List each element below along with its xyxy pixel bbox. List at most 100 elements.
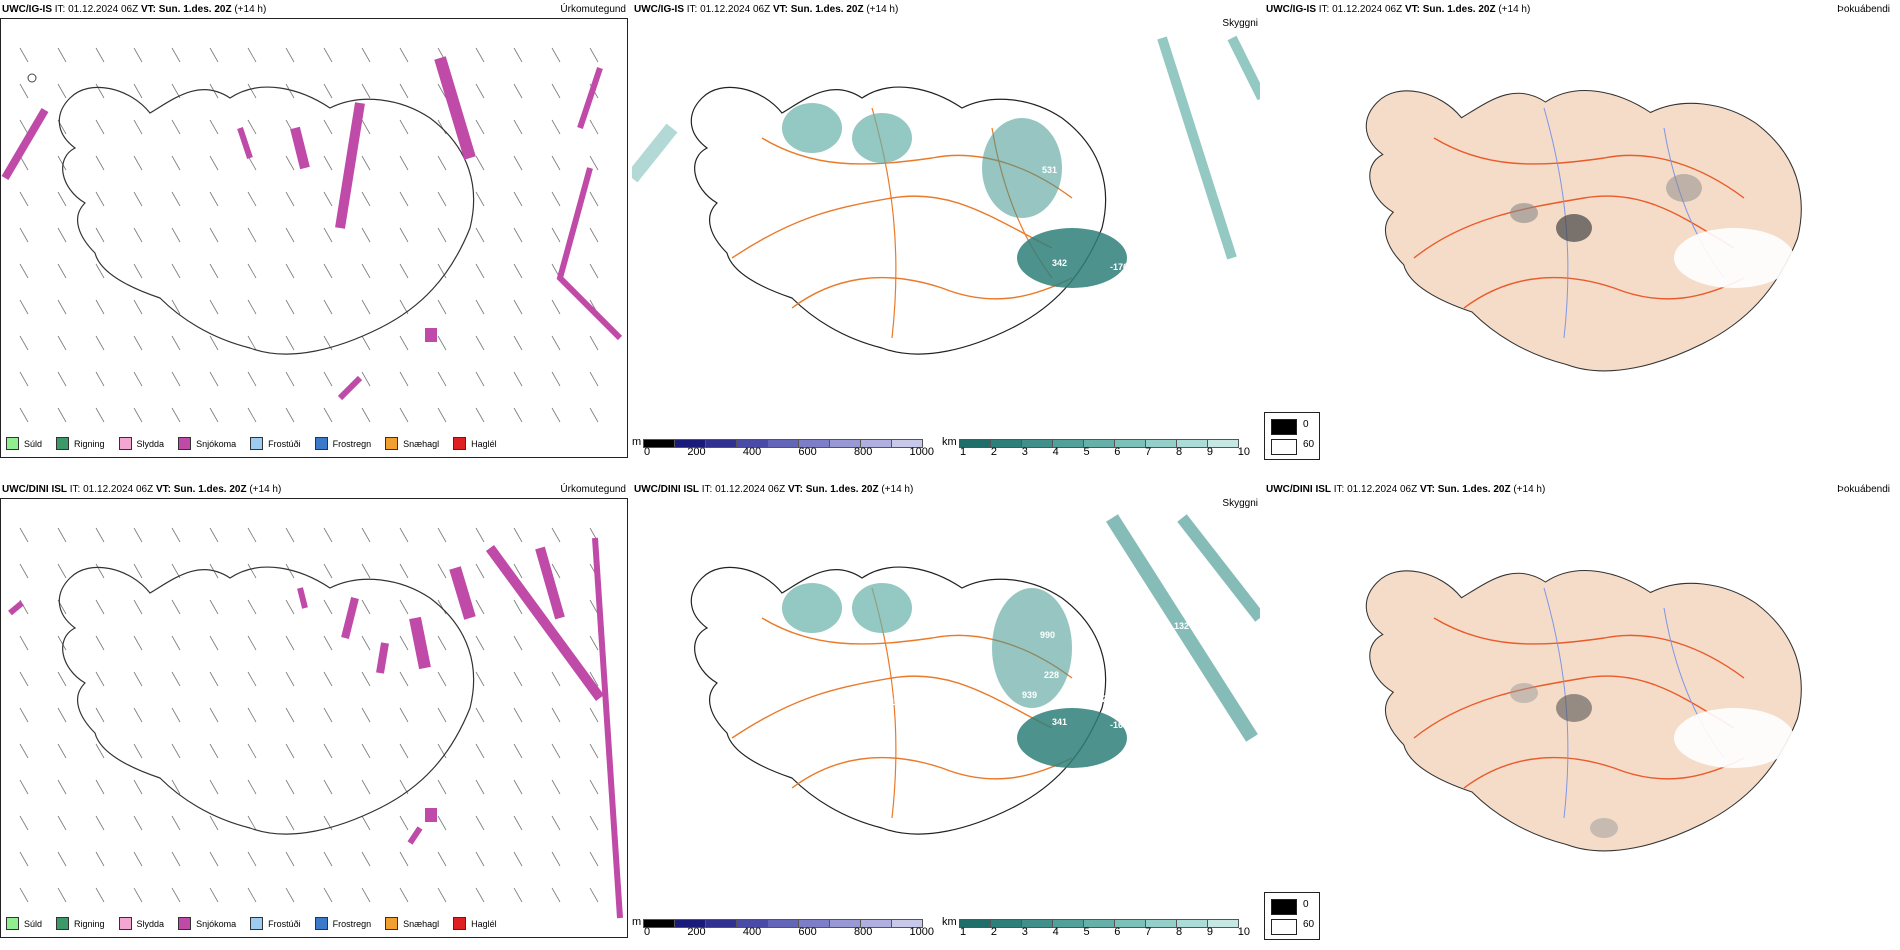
wind-barb <box>19 779 29 795</box>
drizzle-swatch <box>6 917 19 930</box>
wind-barb <box>475 155 485 171</box>
wind-barb <box>209 671 219 687</box>
wind-barb <box>551 155 561 171</box>
wind-barb <box>589 851 599 867</box>
wind-barb <box>513 407 523 423</box>
wind-barb <box>247 743 257 759</box>
snow-swatch <box>178 437 192 450</box>
wind-barb <box>513 887 523 903</box>
wind-barb <box>285 299 295 315</box>
wind-barb <box>589 707 599 723</box>
wind-barb <box>475 527 485 543</box>
legend-item-hail: Haglél <box>453 437 497 450</box>
panel-title: UWC/DINI ISL IT: 01.12.2024 06Z VT: Sun.… <box>1266 484 1546 495</box>
wind-barb <box>399 815 409 831</box>
wind-barb <box>513 635 523 651</box>
wind-barb <box>95 335 105 351</box>
wind-barb <box>589 671 599 687</box>
wind-barb <box>551 671 561 687</box>
wind-barb <box>285 563 295 579</box>
wind-barb <box>285 155 295 171</box>
wind-barb <box>171 371 181 387</box>
sleet-swatch <box>118 917 132 930</box>
wind-barb <box>361 887 371 903</box>
wind-barb <box>285 707 295 723</box>
wind-barb <box>171 47 181 63</box>
ceiling-colorbar: m <box>632 436 924 448</box>
panel-title: UWC/IG-IS IT: 01.12.2024 06Z VT: Sun. 1.… <box>634 4 899 15</box>
wind-barb <box>513 371 523 387</box>
wind-barb <box>133 335 143 351</box>
wind-barb <box>285 527 295 543</box>
wind-barb <box>323 371 333 387</box>
wind-barb <box>57 851 67 867</box>
legend-item-snow: Snjókoma <box>178 917 236 930</box>
wind-barb <box>57 299 67 315</box>
visibility-bar-segments <box>958 439 1239 448</box>
map-label: 112 <box>1062 791 1077 801</box>
panel-title: UWC/IG-IS IT: 01.12.2024 06Z VT: Sun. 1.… <box>2 4 267 15</box>
wind-barb <box>551 851 561 867</box>
wind-barb <box>323 299 333 315</box>
legend-item-snow-pellets: Snæhagl <box>385 917 439 930</box>
wind-barb <box>361 599 371 615</box>
wind-barb <box>19 851 29 867</box>
wind-barb <box>285 887 295 903</box>
wind-barb <box>513 227 523 243</box>
wind-barb <box>285 407 295 423</box>
wind-barb <box>247 527 257 543</box>
wind-barb <box>171 155 181 171</box>
wind-barb <box>437 119 447 135</box>
wind-barb <box>475 335 485 351</box>
wind-barb <box>247 83 257 99</box>
wind-barb <box>513 851 523 867</box>
wind-barb <box>437 155 447 171</box>
wind-barb <box>247 47 257 63</box>
map-label: 260 <box>1102 694 1117 704</box>
fog-legend: 0 60 <box>1264 892 1320 940</box>
wind-barb <box>133 191 143 207</box>
wind-barb <box>171 779 181 795</box>
map-frame <box>0 18 628 458</box>
wind-barb <box>513 527 523 543</box>
wind-barb <box>513 671 523 687</box>
wind-barb <box>95 155 105 171</box>
map-label: 42 <box>1132 585 1142 595</box>
wind-barb <box>247 407 257 423</box>
wind-barb <box>475 407 485 423</box>
wind-barb <box>323 851 333 867</box>
visibility-map-dini: 990 228 939 195 325 47 326 260 341 -168 … <box>690 514 1260 835</box>
wind-barb <box>95 707 105 723</box>
wind-barb <box>209 599 219 615</box>
map-label: 228 <box>1044 670 1059 680</box>
ceiling-bar-segments <box>643 919 924 928</box>
wind-barb <box>399 371 409 387</box>
wind-barb <box>399 671 409 687</box>
wind-barb <box>285 743 295 759</box>
legend-item-rain: Rigning <box>56 917 105 930</box>
wind-barb <box>551 779 561 795</box>
legend-item-rain: Rigning <box>56 437 105 450</box>
wind-barb <box>285 191 295 207</box>
wind-barb <box>437 527 447 543</box>
wind-barb <box>247 707 257 723</box>
wind-barb <box>475 635 485 651</box>
wind-barb <box>57 635 67 651</box>
wind-barb <box>57 371 67 387</box>
wind-barb <box>209 779 219 795</box>
freezing-drizzle-swatch <box>250 437 264 450</box>
panel-name: Þokuábendi <box>1837 484 1890 495</box>
wind-barbs <box>19 47 599 423</box>
wind-barb <box>285 227 295 243</box>
legend-item-sleet: Slydda <box>118 437 164 450</box>
wind-barb <box>19 335 29 351</box>
map-label: 202 <box>1050 210 1065 220</box>
wind-barb <box>209 47 219 63</box>
map-label: 283 <box>952 235 967 245</box>
wind-barb <box>19 47 29 63</box>
wind-barb <box>285 371 295 387</box>
wind-barb <box>95 743 105 759</box>
wind-barb <box>475 227 485 243</box>
wind-barb <box>475 371 485 387</box>
wind-barb <box>95 815 105 831</box>
